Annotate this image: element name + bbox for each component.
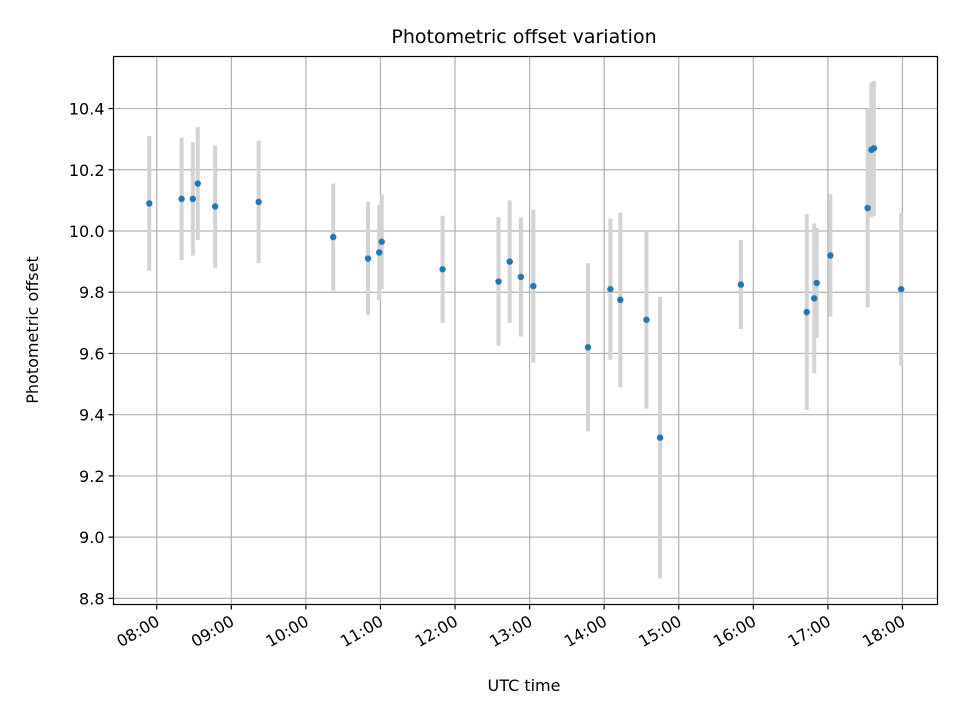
y-tick-label: 9.6 (79, 344, 104, 363)
x-tick-label: 09:00 (188, 612, 237, 652)
data-point (330, 233, 337, 241)
data-point (827, 252, 834, 259)
x-tick-label: 17:00 (784, 612, 833, 652)
data-point (506, 258, 513, 265)
x-tick-label: 11:00 (337, 612, 386, 652)
x-axis: 08:00 09:00 10:00 11:00 12:00 13:00 14:00 15:00… (113, 604, 908, 652)
data-point (864, 204, 871, 212)
data-point (870, 145, 878, 152)
y-tick-label: 9.2 (79, 467, 104, 486)
y-axis-title: Photometric offset (23, 256, 42, 404)
x-tick-label: 15:00 (635, 612, 684, 652)
data-point (364, 255, 372, 262)
data-point (211, 203, 219, 210)
y-tick-label: 10.4 (69, 100, 105, 119)
data-point (495, 278, 502, 285)
data-point (737, 281, 745, 288)
data-point (584, 344, 592, 351)
data-point (811, 295, 818, 302)
data-point (194, 180, 201, 187)
data-point (530, 282, 537, 290)
x-tick-label: 12:00 (412, 612, 461, 652)
data-point (617, 296, 624, 304)
y-tick-label: 10.2 (69, 161, 105, 180)
y-tick-label: 9.8 (79, 283, 104, 302)
data-point (378, 238, 385, 245)
x-tick-label: 13:00 (486, 612, 535, 652)
data-points (146, 145, 905, 441)
data-point (643, 316, 650, 323)
y-tick-label: 10.0 (69, 222, 105, 241)
plot-frame (112, 55, 939, 606)
data-point (376, 249, 383, 256)
grid (113, 56, 938, 605)
data-point (656, 434, 664, 441)
x-tick-label: 18:00 (859, 612, 908, 652)
data-point (607, 285, 614, 293)
data-point (189, 195, 196, 203)
data-point (178, 195, 185, 203)
data-point (255, 198, 262, 206)
data-point (146, 200, 153, 207)
data-point (517, 273, 525, 281)
y-tick-label: 9.0 (79, 528, 104, 547)
data-point (813, 279, 820, 287)
y-tick-label: 9.4 (79, 406, 104, 425)
data-point (803, 308, 810, 316)
y-tick-label: 8.8 (79, 589, 104, 608)
y-axis: 8.8 9.0 9.2 9.4 9.6 9.8 10.0 10.2 10.4 (69, 100, 114, 608)
x-axis-title: UTC time (488, 676, 561, 695)
x-tick-label: 08:00 (113, 612, 162, 652)
x-tick-label: 16:00 (710, 612, 759, 652)
chart-title: Photometric offset variation (391, 26, 656, 48)
data-point (898, 285, 905, 293)
x-tick-label: 14:00 (561, 612, 610, 652)
x-tick-label: 10:00 (262, 612, 311, 652)
error-bars (147, 80, 904, 579)
data-point (439, 266, 446, 273)
